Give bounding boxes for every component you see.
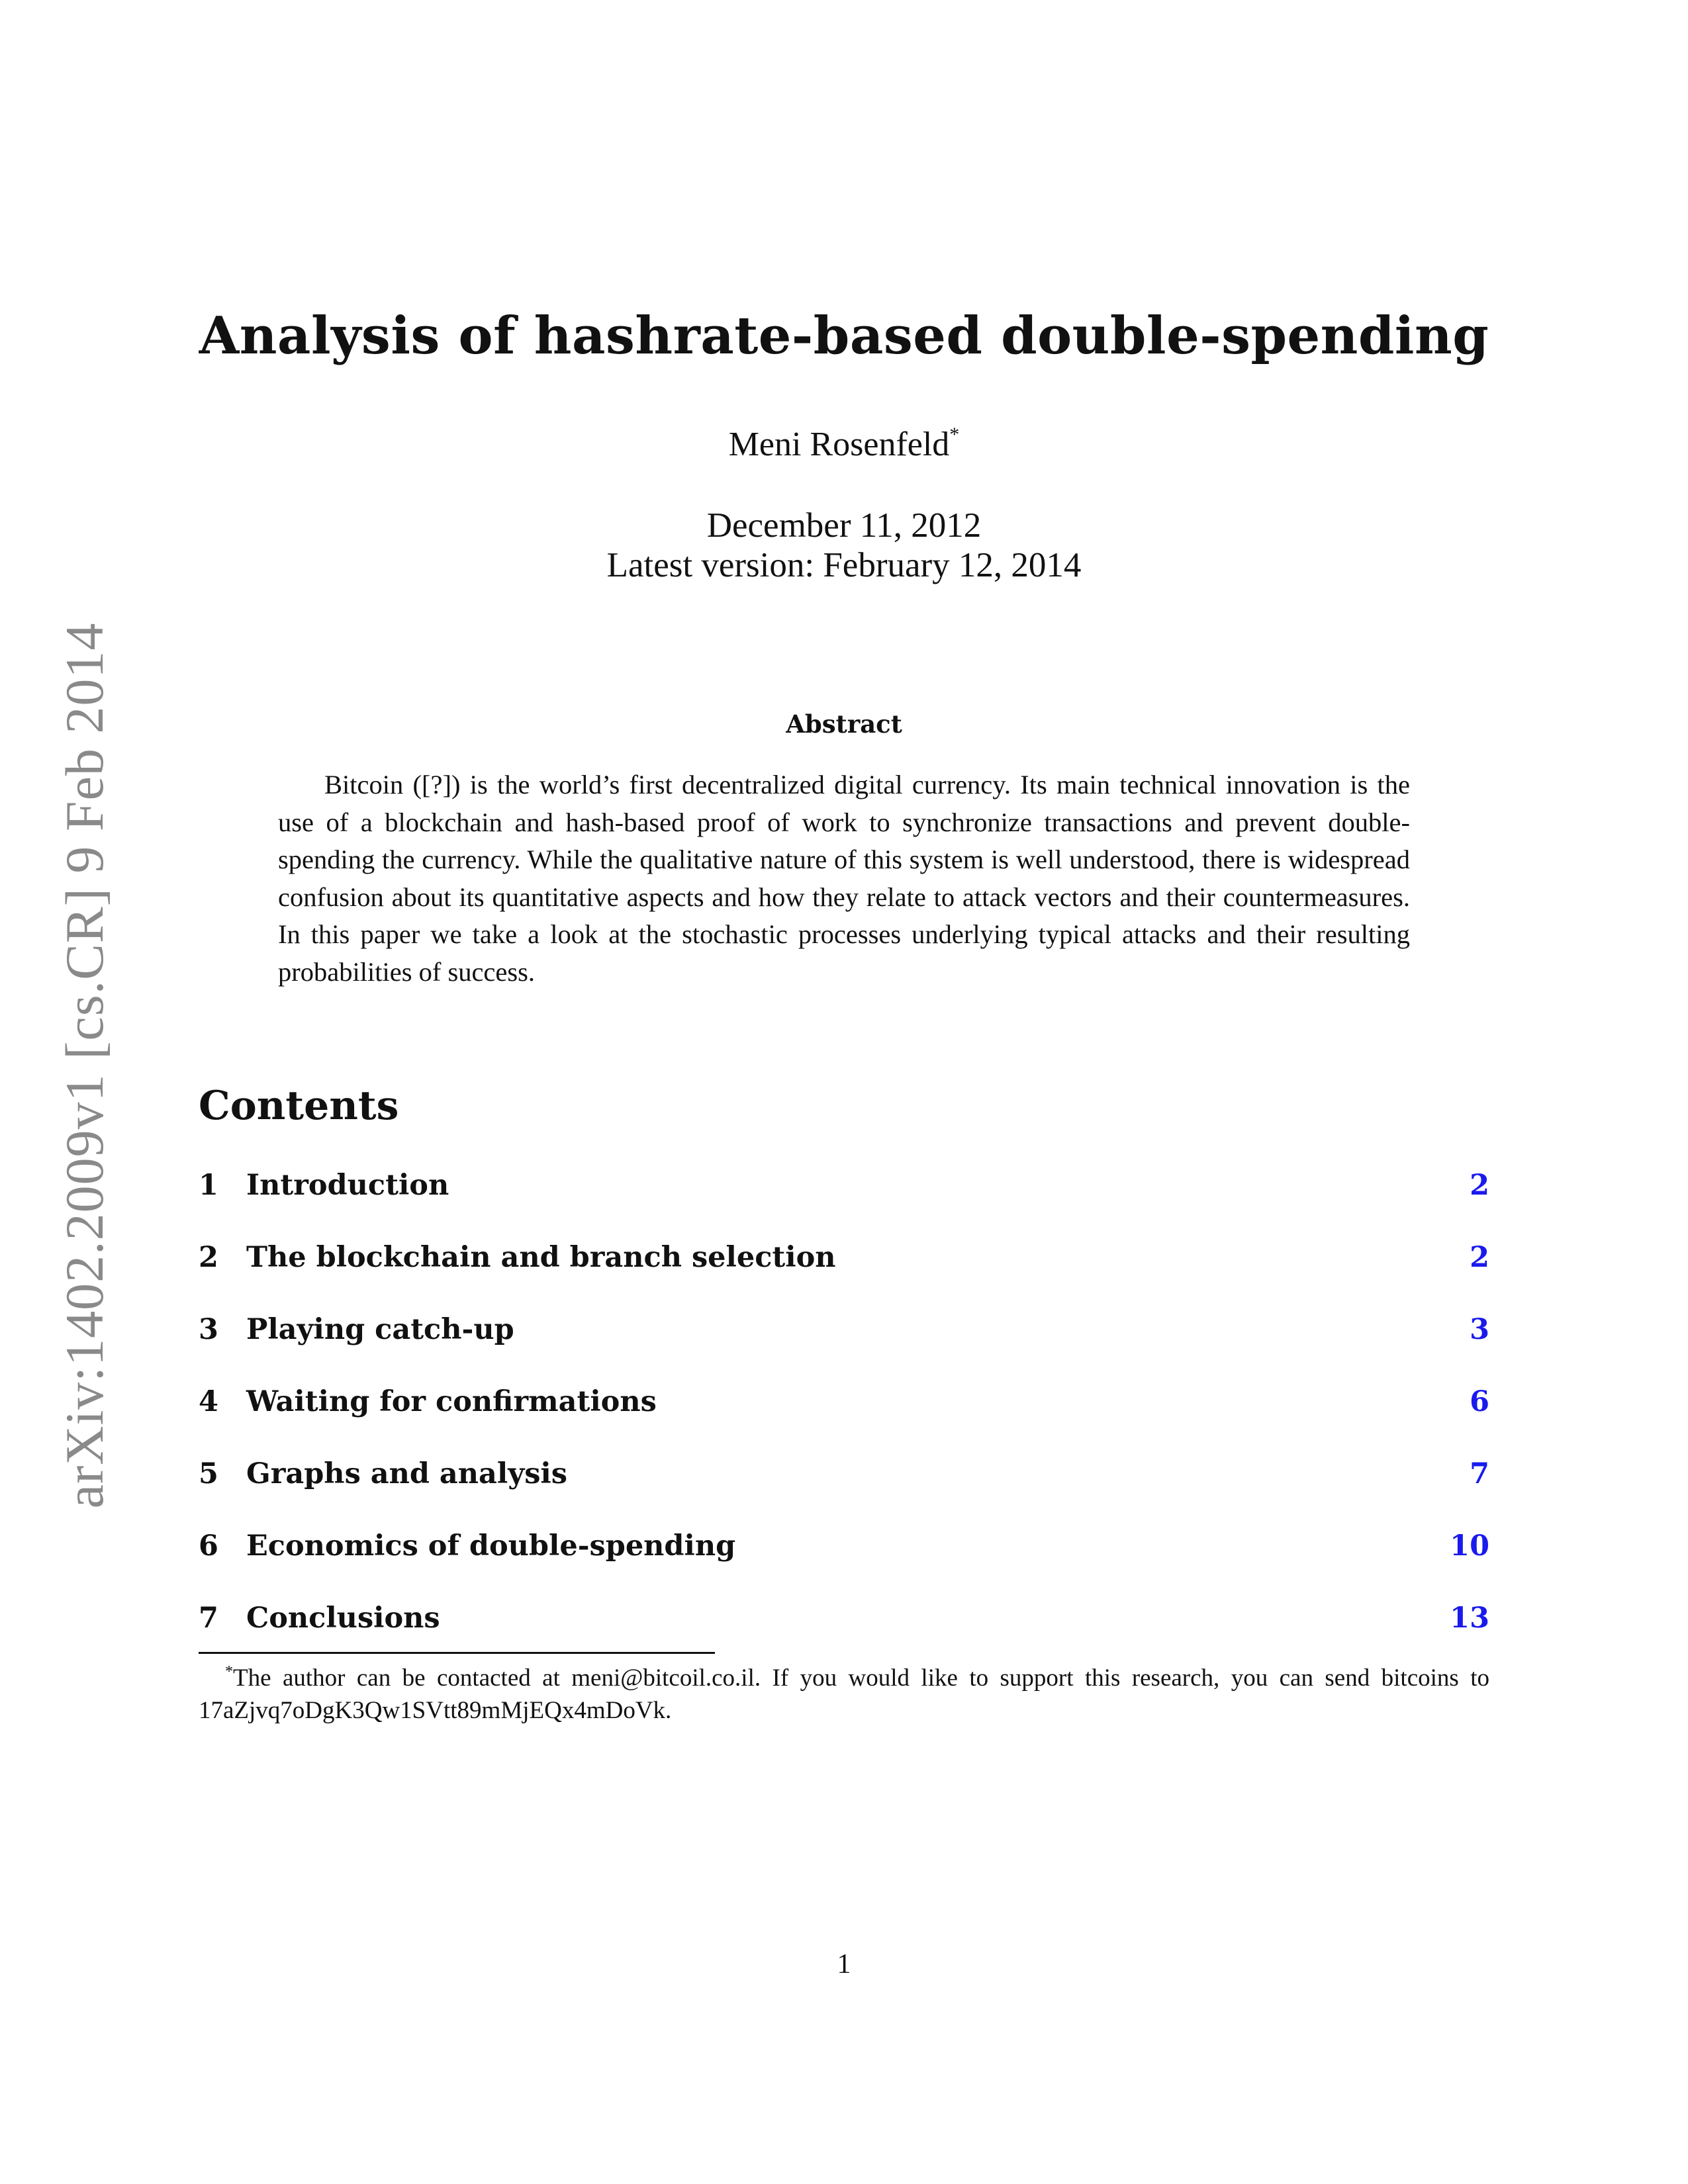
- toc-page-link[interactable]: 3: [1470, 1313, 1489, 1346]
- toc-number: 3: [199, 1313, 218, 1346]
- footnote-divider: [199, 1652, 715, 1654]
- toc-page-link[interactable]: 13: [1450, 1602, 1489, 1635]
- arxiv-identifier: arXiv:1402.2009v1 [cs.CR] 9 Feb 2014: [54, 622, 115, 1509]
- toc-entry-graphs[interactable]: 5 Graphs and analysis 7: [199, 1457, 1489, 1529]
- toc-number: 6: [199, 1529, 218, 1563]
- toc-page-link[interactable]: 10: [1450, 1529, 1489, 1563]
- toc-page-link[interactable]: 2: [1470, 1169, 1489, 1202]
- contents-heading: Contents: [199, 1083, 399, 1129]
- abstract-heading: Abstract: [786, 709, 902, 739]
- table-of-contents: 1 Introduction 2 2 The blockchain and br…: [199, 1169, 1489, 1674]
- toc-label[interactable]: Waiting for confirmations: [246, 1385, 657, 1418]
- toc-page-link[interactable]: 2: [1470, 1241, 1489, 1274]
- page-number: 1: [837, 1949, 851, 1979]
- toc-label[interactable]: The blockchain and branch selection: [246, 1241, 836, 1274]
- toc-number: 2: [199, 1241, 218, 1274]
- publication-date: December 11, 2012: [706, 506, 982, 545]
- toc-label[interactable]: Graphs and analysis: [246, 1457, 567, 1490]
- toc-entry-confirmations[interactable]: 4 Waiting for confirmations 6: [199, 1385, 1489, 1457]
- toc-label[interactable]: Introduction: [246, 1169, 449, 1202]
- toc-number: 7: [199, 1602, 218, 1635]
- toc-number: 1: [199, 1169, 218, 1202]
- toc-page-link[interactable]: 6: [1470, 1385, 1489, 1418]
- toc-label[interactable]: Playing catch-up: [246, 1313, 514, 1346]
- footnote-mark: *: [225, 1663, 233, 1680]
- footnote-text: The author can be contacted at meni@bitc…: [199, 1664, 1489, 1724]
- author-line: Meni Rosenfeld*: [0, 424, 1688, 464]
- paper-title: Analysis of hashrate-based double-spendi…: [199, 306, 1489, 366]
- abstract-body: Bitcoin ([?]) is the world’s first decen…: [278, 770, 1410, 987]
- date-block: December 11, 2012 Latest version: Februa…: [0, 506, 1688, 585]
- toc-entry-economics[interactable]: 6 Economics of double-spending 10: [199, 1529, 1489, 1602]
- toc-page-link[interactable]: 7: [1470, 1457, 1489, 1490]
- toc-entry-conclusions[interactable]: 7 Conclusions 13: [199, 1602, 1489, 1674]
- toc-label[interactable]: Economics of double-spending: [246, 1529, 736, 1563]
- author-name: Meni Rosenfeld: [728, 426, 950, 463]
- toc-entry-blockchain[interactable]: 2 The blockchain and branch selection 2: [199, 1241, 1489, 1313]
- toc-label[interactable]: Conclusions: [246, 1602, 440, 1635]
- toc-number: 4: [199, 1385, 218, 1418]
- toc-number: 5: [199, 1457, 218, 1490]
- author-footnote-mark[interactable]: *: [949, 424, 960, 445]
- latest-version-date: Latest version: February 12, 2014: [606, 546, 1082, 584]
- toc-entry-catch-up[interactable]: 3 Playing catch-up 3: [199, 1313, 1489, 1385]
- author-footnote: *The author can be contacted at meni@bit…: [199, 1656, 1489, 1727]
- toc-entry-introduction[interactable]: 1 Introduction 2: [199, 1169, 1489, 1241]
